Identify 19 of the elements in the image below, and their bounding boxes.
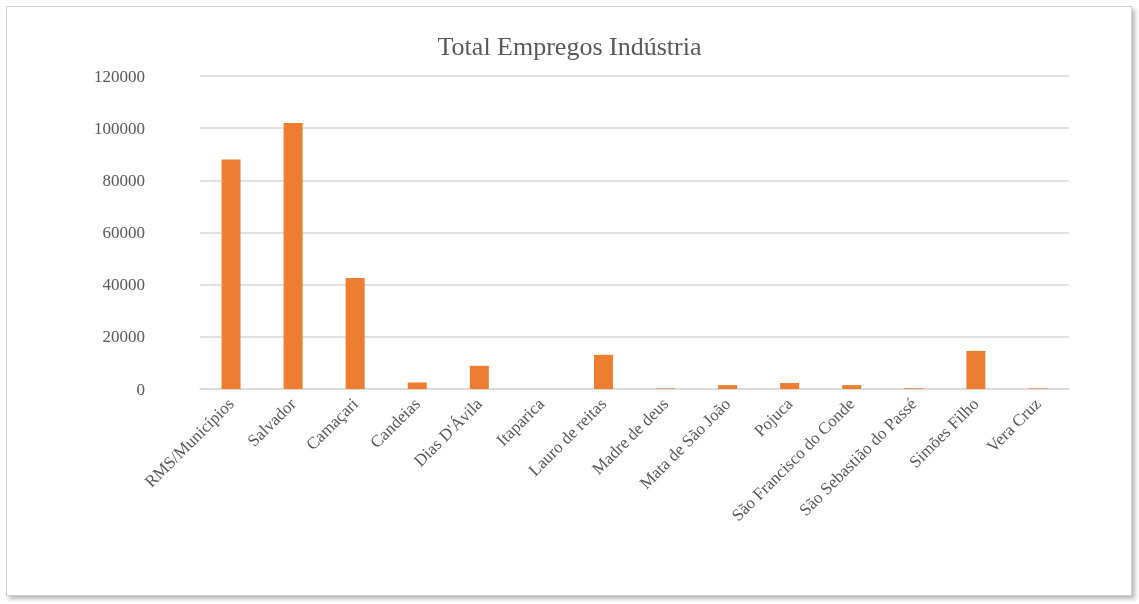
x-tick-label: Vera Cruz xyxy=(982,393,1045,457)
bar xyxy=(407,382,427,389)
bar xyxy=(966,350,986,389)
bar xyxy=(221,159,241,389)
y-tick-label: 40000 xyxy=(102,275,145,295)
y-tick-label: 60000 xyxy=(102,223,145,242)
bar xyxy=(718,385,738,389)
bar xyxy=(469,365,489,389)
y-tick-label: 80000 xyxy=(102,170,145,190)
chart-title: Total Empregos Indústria xyxy=(437,31,702,61)
bar xyxy=(283,122,303,389)
bar xyxy=(593,354,613,389)
y-tick-label: 20000 xyxy=(102,327,145,347)
y-tick-label: 100000 xyxy=(94,118,145,138)
y-tick-label: 0 xyxy=(136,379,145,399)
bar xyxy=(345,277,365,389)
y-tick-label: 120000 xyxy=(94,66,145,86)
bar xyxy=(842,385,862,389)
bar xyxy=(780,383,800,389)
